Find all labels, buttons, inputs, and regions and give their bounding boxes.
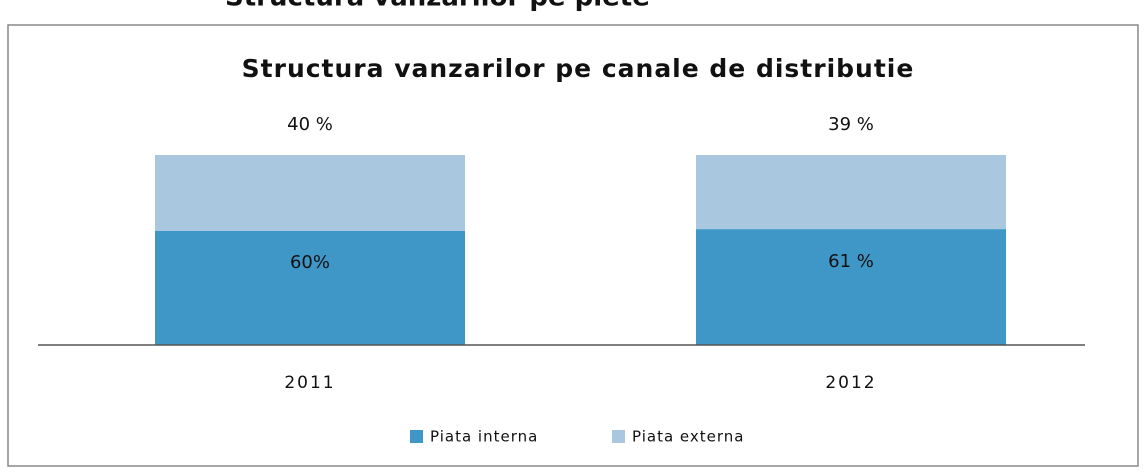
legend-label: Piata interna: [430, 428, 538, 446]
bar-segment: [155, 155, 465, 231]
bar-segment: [155, 231, 465, 345]
bar-segment: [696, 229, 1006, 345]
x-tick-label: 2012: [825, 373, 876, 393]
page-heading: Structura vanzarilor pe piete: [225, 0, 650, 13]
legend-swatch: [612, 430, 625, 443]
legend-label: Piata externa: [632, 428, 744, 446]
data-label: 60%: [290, 252, 330, 273]
legend-swatch: [410, 430, 423, 443]
data-label: 61 %: [828, 251, 874, 272]
bar-segment: [696, 155, 1006, 230]
x-tick-label: 2011: [284, 373, 335, 393]
data-label: 40 %: [287, 114, 333, 135]
data-label: 39 %: [828, 114, 874, 135]
chart-title: Structura vanzarilor pe canale de distri…: [242, 54, 915, 83]
